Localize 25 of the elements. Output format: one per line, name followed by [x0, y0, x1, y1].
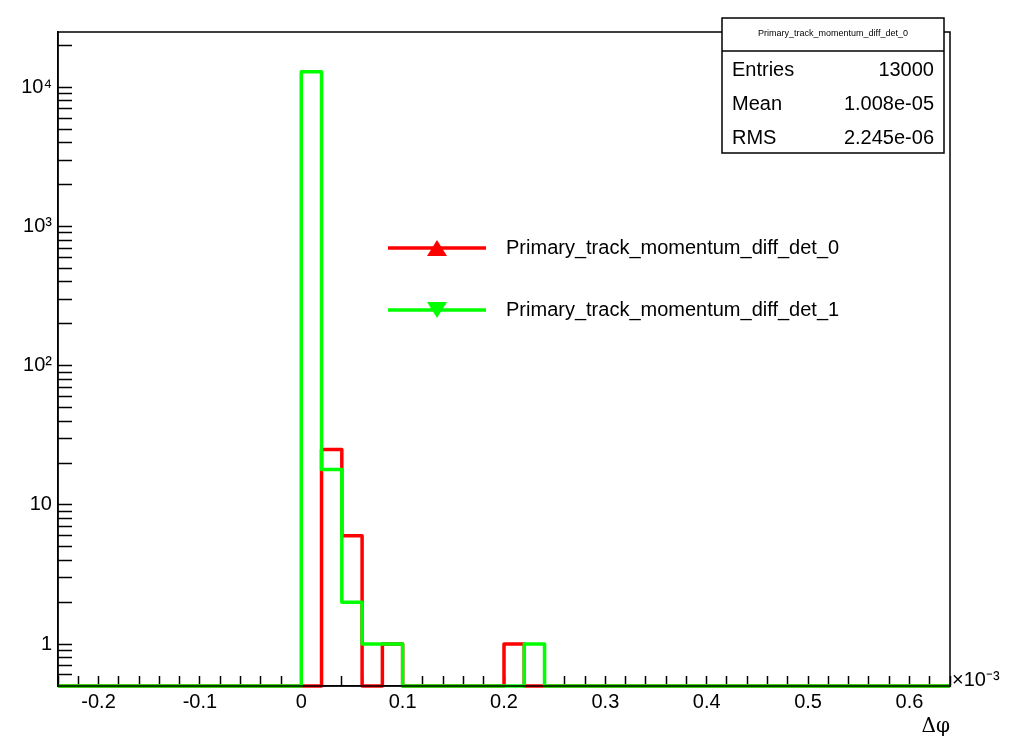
y-tick-label: 10² — [23, 353, 53, 376]
annotation: Primary_track_momentum_diff_det_0 — [758, 28, 908, 39]
legend-label: Primary_track_momentum_diff_det_1 — [506, 298, 840, 322]
annotation: Entries — [732, 57, 795, 80]
x-tick-label: 0.1 — [388, 689, 417, 712]
x-tick-label: -0.1 — [182, 689, 218, 712]
annotation: RMS — [732, 125, 777, 148]
legend-label: Primary_track_momentum_diff_det_0 — [506, 236, 840, 260]
x-tick-label: 0.5 — [794, 689, 822, 712]
annotation: 2.245e-06 — [843, 125, 934, 148]
annotation: Mean — [732, 91, 783, 114]
annotation: 1.008e-05 — [843, 91, 934, 114]
y-tick-label: 10³ — [23, 214, 53, 237]
x-tick-label: 0.2 — [490, 689, 518, 712]
x-tick-label: 0.3 — [591, 689, 620, 712]
y-tick-label: 10 — [29, 492, 52, 515]
y-tick-label: 10⁴ — [21, 74, 52, 97]
x-tick-label: 0.6 — [895, 689, 924, 712]
x-tick-label: 0 — [295, 689, 307, 712]
y-tick-label: 1 — [40, 631, 52, 654]
text: ×10⁻³ — [952, 667, 1000, 690]
annotation: 13000 — [878, 57, 934, 80]
x-tick-label: -0.2 — [81, 689, 116, 712]
x-axis-title: Δφ — [921, 713, 950, 738]
x-tick-label: 0.4 — [692, 689, 721, 712]
